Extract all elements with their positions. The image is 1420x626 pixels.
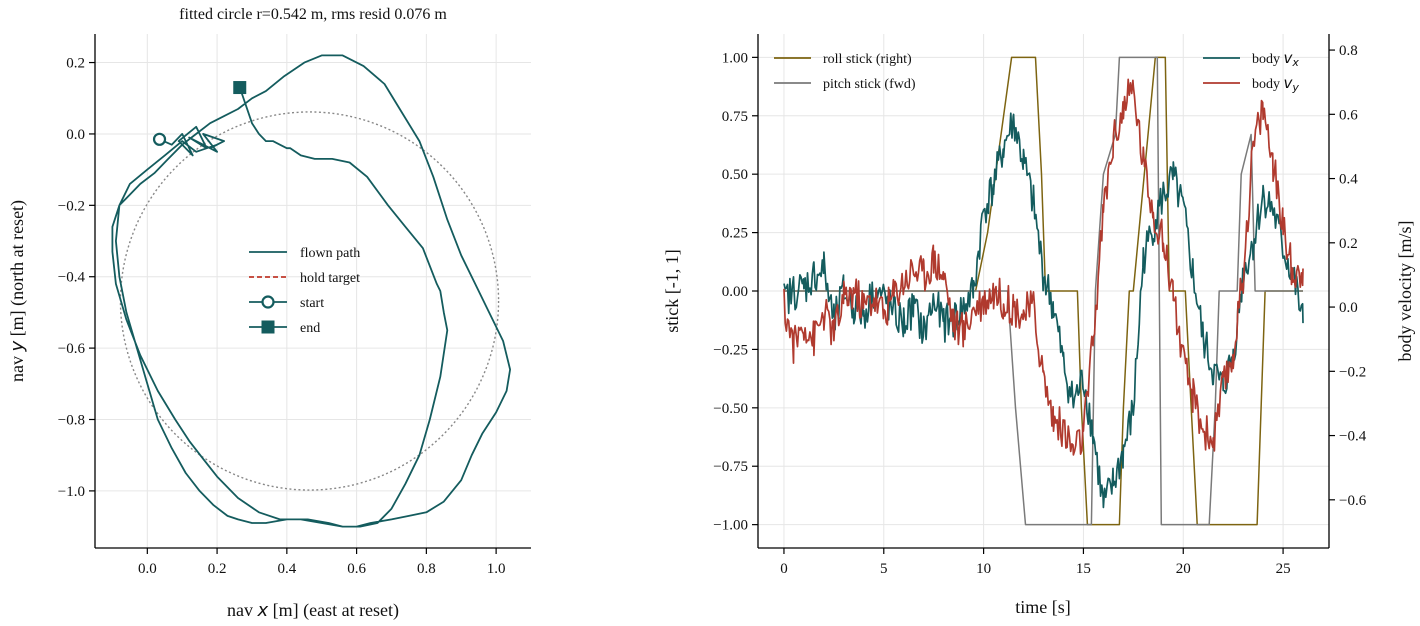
right-y-tick-label: −0.4 bbox=[1339, 429, 1367, 445]
x-tick-label: 0 bbox=[780, 561, 788, 577]
trajectory-legend: flown path hold target start end bbox=[249, 246, 360, 336]
flown-path-line bbox=[111, 54, 512, 528]
trajectory-x-ticks: 0.0 0.2 0.4 0.6 0.8 1.0 bbox=[138, 548, 506, 577]
stick-y-ticks: 1.00 0.75 0.50 0.25 0.00 −0.25 −0.50 −0.75 −1.00 bbox=[713, 50, 758, 534]
left-y-tick-label: 0.75 bbox=[722, 109, 748, 125]
trajectory-y-axis-label: nav y [m] (north at reset) bbox=[7, 200, 28, 382]
x-tick-label: 15 bbox=[1076, 561, 1091, 577]
legend-entry: body vx bbox=[1203, 49, 1299, 69]
legend-label: start bbox=[300, 296, 324, 311]
trajectory-grid bbox=[95, 34, 531, 548]
legend-label: pitch stick (fwd) bbox=[823, 77, 916, 92]
y-tick-label: −0.6 bbox=[58, 341, 86, 357]
y-tick-label: 0.2 bbox=[66, 56, 85, 72]
legend-label: roll stick (right) bbox=[823, 52, 912, 67]
left-y-tick-label: 0.00 bbox=[722, 284, 748, 300]
legend-end-marker bbox=[261, 320, 275, 334]
velocity-legend: body vx body vy bbox=[1203, 49, 1299, 94]
y-tick-label: −0.8 bbox=[58, 413, 85, 429]
right-y-tick-label: 0.8 bbox=[1339, 43, 1358, 59]
x-tick-label: 10 bbox=[976, 561, 991, 577]
left-y-tick-label: −1.00 bbox=[713, 518, 748, 534]
x-tick-label: 0.8 bbox=[417, 561, 436, 577]
right-y-tick-label: 0.4 bbox=[1339, 172, 1358, 188]
legend-label: body vx bbox=[1252, 49, 1299, 69]
start-marker bbox=[152, 132, 167, 146]
legend-entry: start bbox=[249, 295, 324, 311]
left-y-tick-label: 1.00 bbox=[722, 50, 748, 66]
y-tick-label: −0.4 bbox=[58, 270, 86, 286]
trajectory-panel: fitted circle r=0.542 m, rms resid 0.076… bbox=[7, 6, 531, 621]
x-tick-label: 0.2 bbox=[208, 561, 227, 577]
time-x-ticks: 0 5 10 15 20 25 bbox=[780, 548, 1291, 577]
legend-label: end bbox=[300, 321, 320, 336]
right-y-tick-label: 0.2 bbox=[1339, 236, 1358, 252]
time-x-axis-label: time [s] bbox=[1015, 597, 1071, 617]
left-y-tick-label: −0.75 bbox=[713, 459, 748, 475]
y-tick-label: −0.2 bbox=[58, 198, 85, 214]
y-tick-label: −1.0 bbox=[58, 484, 85, 500]
left-y-tick-label: −0.25 bbox=[713, 342, 748, 358]
left-y-tick-label: −0.50 bbox=[713, 401, 748, 417]
x-tick-label: 5 bbox=[880, 561, 888, 577]
legend-entry: roll stick (right) bbox=[774, 52, 912, 67]
end-marker bbox=[233, 81, 247, 95]
legend-entry: pitch stick (fwd) bbox=[774, 77, 916, 92]
right-y-tick-label: −0.2 bbox=[1339, 364, 1366, 380]
x-tick-label: 0.0 bbox=[138, 561, 157, 577]
legend-entry: body vy bbox=[1203, 74, 1299, 94]
series-line-4 bbox=[783, 78, 1304, 456]
velocity-y-axis-label: body velocity [m/s] bbox=[1395, 221, 1415, 362]
series-line-1 bbox=[784, 56, 1303, 526]
x-tick-label: 20 bbox=[1176, 561, 1191, 577]
legend-entry: flown path bbox=[249, 246, 360, 261]
velocity-y-ticks: 0.8 0.6 0.4 0.2 0.0 −0.2 −0.4 −0.6 bbox=[1329, 43, 1367, 509]
right-y-tick-label: 0.0 bbox=[1339, 300, 1358, 316]
fitted-circle bbox=[119, 111, 500, 491]
trajectory-axes-spines bbox=[94, 34, 531, 549]
stick-y-axis-label: stick [-1, 1] bbox=[662, 249, 682, 332]
x-tick-label: 1.0 bbox=[487, 561, 506, 577]
x-tick-label: 0.4 bbox=[277, 561, 296, 577]
legend-start-marker bbox=[261, 295, 275, 309]
trajectory-title: fitted circle r=0.542 m, rms resid 0.076… bbox=[179, 6, 447, 23]
legend-entry: hold target bbox=[249, 271, 360, 286]
series-line-2 bbox=[784, 56, 1303, 526]
trajectory-y-ticks: 0.2 0.0 −0.2 −0.4 −0.6 −0.8 −1.0 bbox=[58, 56, 95, 500]
trajectory-x-axis-label: nav x [m] (east at reset) bbox=[227, 600, 399, 621]
right-y-tick-label: 0.6 bbox=[1339, 107, 1358, 123]
left-y-tick-label: 0.50 bbox=[722, 167, 748, 183]
legend-label: flown path bbox=[300, 246, 360, 261]
legend-label: body vy bbox=[1252, 74, 1299, 94]
y-tick-label: 0.0 bbox=[66, 127, 85, 143]
left-y-tick-label: 0.25 bbox=[722, 226, 748, 242]
x-tick-label: 25 bbox=[1276, 561, 1291, 577]
time-series-lines bbox=[783, 56, 1304, 526]
stick-velocity-panel: 0 5 10 15 20 25 1.00 0.75 0.50 0.25 0.00 −0.25 −0.5… bbox=[662, 34, 1415, 617]
right-y-tick-label: −0.6 bbox=[1339, 493, 1367, 509]
stick-legend: roll stick (right) pitch stick (fwd) bbox=[774, 52, 916, 92]
x-tick-label: 0.6 bbox=[347, 561, 366, 577]
legend-label: hold target bbox=[300, 271, 360, 286]
legend-entry: end bbox=[249, 320, 320, 336]
